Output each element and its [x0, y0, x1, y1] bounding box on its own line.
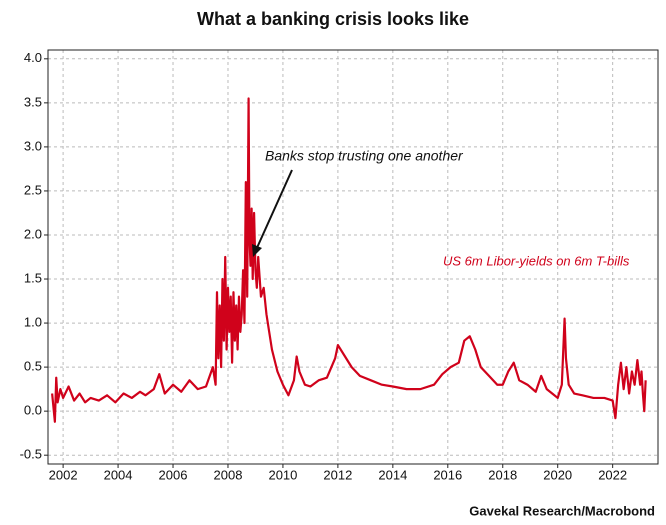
- y-tick-label: 0.5: [24, 359, 42, 374]
- x-tick-label: 2006: [159, 467, 188, 482]
- x-tick-label: 2020: [543, 467, 572, 482]
- x-tick-label: 2018: [488, 467, 517, 482]
- x-tick-label: 2014: [378, 467, 407, 482]
- annotation-arrow: [255, 169, 293, 251]
- x-tick-label: 2022: [598, 467, 627, 482]
- series-label: US 6m Libor-yields on 6m T-bills: [443, 253, 630, 268]
- chart-title: What a banking crisis looks like: [197, 9, 469, 29]
- y-tick-label: 2.5: [24, 182, 42, 197]
- x-tick-label: 2012: [323, 467, 352, 482]
- annotation: Banks stop trusting one another: [265, 148, 464, 164]
- y-tick-label: 1.0: [24, 315, 42, 330]
- x-tick-label: 2010: [268, 467, 297, 482]
- y-tick-label: -0.5: [20, 447, 42, 462]
- series-line: [51, 97, 647, 423]
- plot: [51, 97, 647, 423]
- x-tick-label: 2016: [433, 467, 462, 482]
- y-tick-label: 2.0: [24, 226, 42, 241]
- x-tick-label: 2004: [104, 467, 133, 482]
- y-tick-label: 3.5: [24, 94, 42, 109]
- y-tick-label: 4.0: [24, 50, 42, 65]
- y-tick-label: 1.5: [24, 270, 42, 285]
- source: Gavekal Research/Macrobond: [469, 503, 655, 518]
- y-tick-label: 0.0: [24, 403, 42, 418]
- plot-frame: [47, 49, 659, 465]
- x-tick-label: 2008: [214, 467, 243, 482]
- arrow-head: [252, 244, 262, 257]
- y-tick-label: 3.0: [24, 138, 42, 153]
- x-tick-label: 2002: [49, 467, 78, 482]
